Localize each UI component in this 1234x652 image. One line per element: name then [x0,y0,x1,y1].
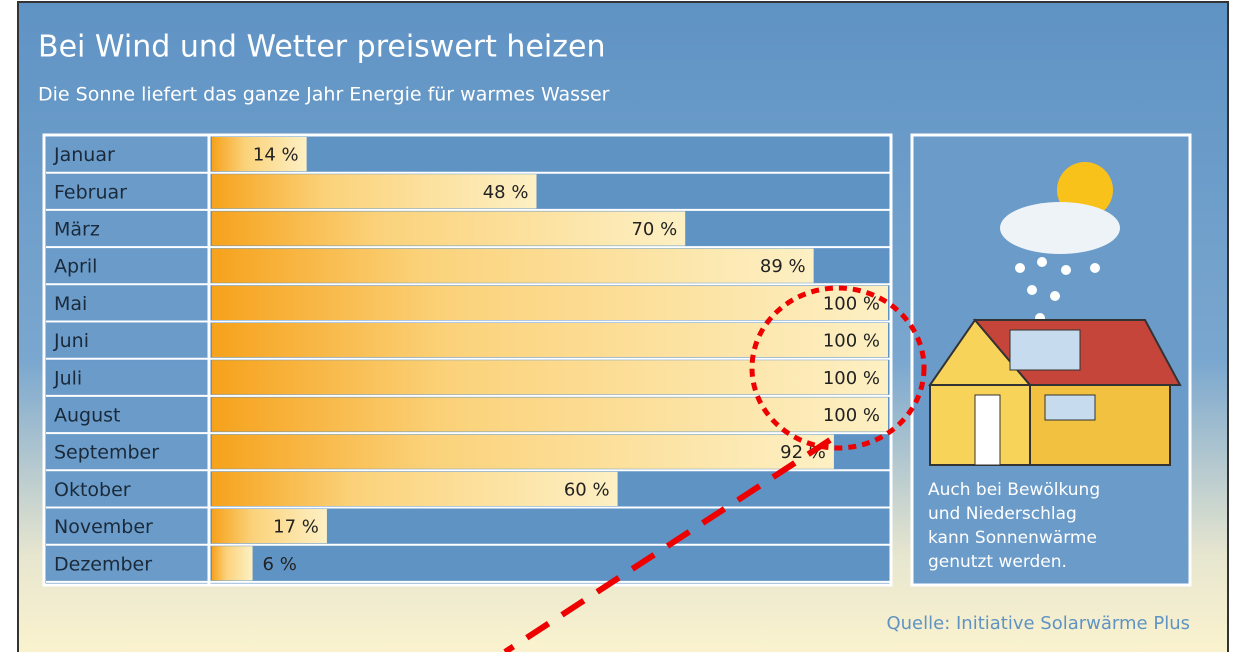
y-tick-label: November [54,516,153,538]
value-label: 89 % [760,256,806,277]
bar [212,546,253,580]
note-line: Auch bei Bewölkung [928,480,1100,500]
bar [212,360,888,394]
value-label: 17 % [273,517,319,538]
source: Quelle: Initiative Solarwärme Plus [886,613,1190,634]
value-label: 100 % [823,405,880,426]
y-tick-label: August [54,405,121,427]
note-line: und Niederschlag [928,504,1077,524]
y-tick-label: Oktober [54,479,131,501]
note-line: kann Sonnenwärme [928,528,1097,548]
chart: Bei Wind und Wetter preiswert heizen Die… [0,0,1234,652]
y-tick-label: Juni [53,330,89,352]
y-tick-label: März [54,219,100,241]
value-label: 100 % [823,368,880,389]
y-tick-label: Juli [53,367,82,389]
y-tick-label: September [54,442,159,464]
chart-subtitle: Die Sonne liefert das ganze Jahr Energie… [38,84,610,106]
value-label: 100 % [823,331,880,352]
y-tick-label: Januar [53,144,115,166]
chart-title: Bei Wind und Wetter preiswert heizen [38,30,605,65]
value-label: 70 % [631,219,677,240]
bar [212,397,888,431]
note-line: genutzt werden. [928,552,1067,572]
value-label: 48 % [483,182,529,203]
bar [212,472,618,506]
bar [212,249,814,283]
bar [212,323,888,357]
y-tick-label: Februar [54,181,127,203]
value-label: 14 % [253,145,299,166]
value-label: 60 % [564,479,610,500]
y-tick-label: Dezember [54,553,152,575]
bar [212,211,685,245]
y-tick-label: April [54,256,97,278]
bar [212,435,834,469]
y-tick-label: Mai [54,293,87,315]
value-label: 6 % [263,554,297,575]
